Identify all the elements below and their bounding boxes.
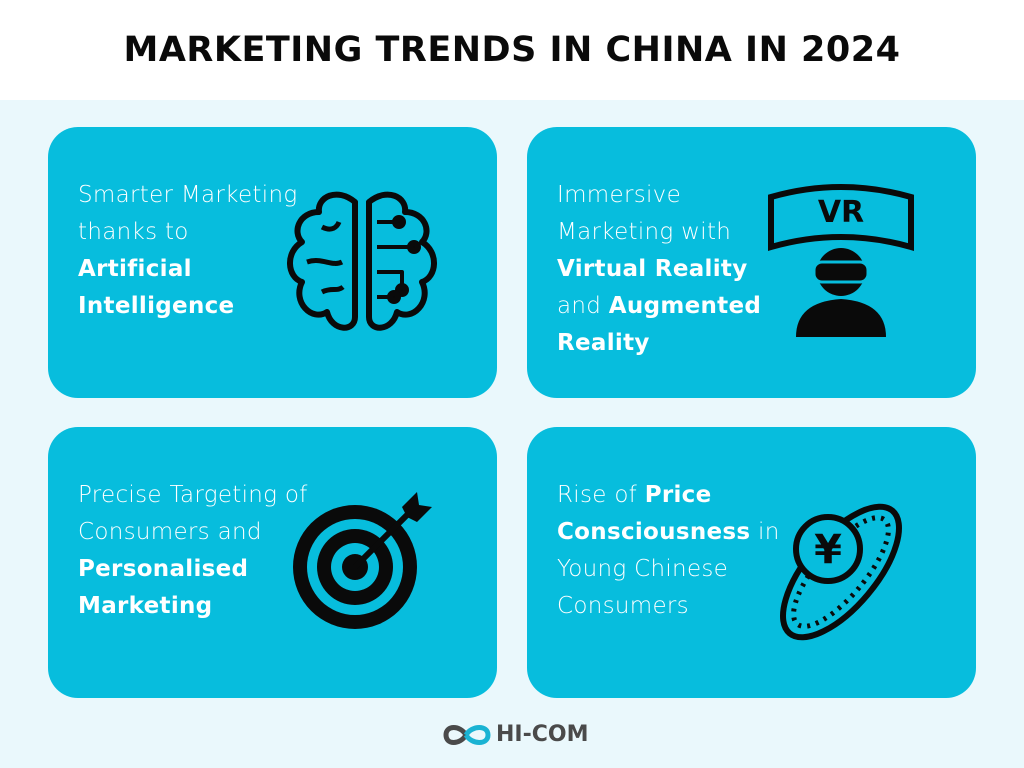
svg-text:¥: ¥ [814, 527, 842, 573]
highlight-text: Price Consciousness [557, 482, 751, 545]
body-text: Immersive Marketing with [557, 182, 732, 245]
svg-text:VR: VR [818, 195, 864, 230]
logo-text: HI-COM [496, 722, 589, 747]
highlight-text: Augmented Reality [557, 293, 762, 356]
card-vr: Immersive Marketing with Virtual Reality… [527, 127, 976, 398]
card-text: Precise Targeting of Consumers and Perso… [78, 477, 308, 625]
card-text: Immersive Marketing with Virtual Reality… [557, 177, 787, 362]
body-text: Rise of [557, 482, 645, 508]
card-ai: Smarter Marketing thanks to Artificial I… [48, 127, 497, 398]
highlight-text: Virtual Reality [557, 256, 748, 282]
vr-headset-icon: VR [768, 184, 914, 337]
hi-com-logo: HI-COM [442, 722, 588, 747]
highlight-text: Personalised Marketing [78, 556, 249, 619]
yuan-coin-icon: ¥ [780, 503, 902, 641]
card-text: Rise of Price Consciousness in Young Chi… [557, 477, 787, 625]
infinity-icon [443, 724, 491, 745]
body-text: Smarter Marketing thanks to [78, 182, 298, 245]
card-text: Smarter Marketing thanks to Artificial I… [78, 177, 308, 325]
target-arrow-icon [293, 492, 432, 629]
card-targeting: Precise Targeting of Consumers and Perso… [48, 427, 497, 698]
highlight-text: Artificial Intelligence [78, 256, 235, 319]
brain-circuit-icon [287, 191, 437, 331]
page-title: MARKETING TRENDS IN CHINA IN 2024 [123, 30, 901, 70]
body-text: and [557, 293, 609, 319]
card-price: Rise of Price Consciousness in Young Chi… [527, 427, 976, 698]
body-text: in Young Chinese Consumers [557, 519, 780, 619]
body-text: Precise Targeting of Consumers and [78, 482, 308, 545]
